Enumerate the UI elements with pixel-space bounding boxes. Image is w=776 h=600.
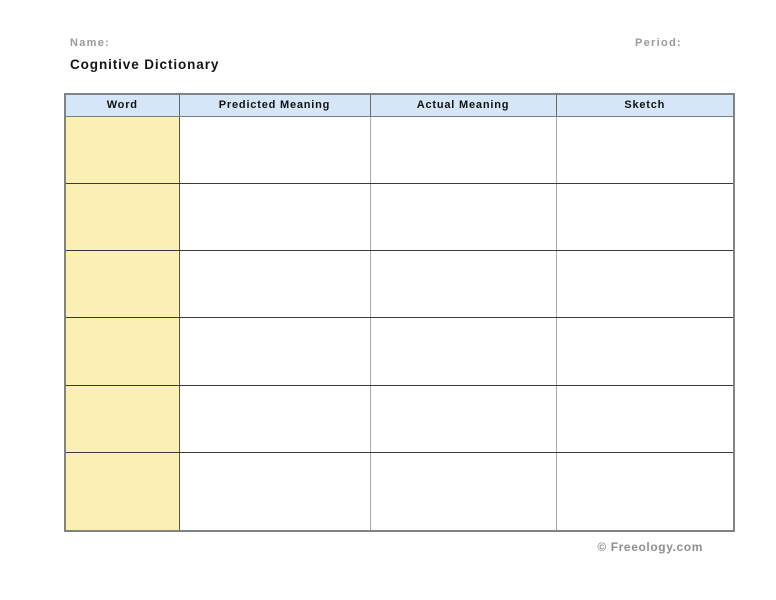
footer-credit: © Freeology.com [597, 540, 703, 554]
actual-meaning-cell [369, 183, 556, 252]
actual-meaning-cell [369, 250, 556, 319]
word-cell [65, 116, 180, 184]
period-label: Period: [635, 37, 682, 49]
name-label: Name: [70, 37, 111, 49]
sketch-cell [555, 183, 734, 252]
table-row [65, 116, 734, 184]
predicted-meaning-cell [178, 452, 370, 532]
actual-meaning-cell [369, 317, 556, 386]
table-body [65, 116, 734, 532]
word-cell [65, 250, 180, 319]
sketch-cell [555, 385, 734, 453]
predicted-meaning-cell [178, 385, 370, 453]
predicted-meaning-cell [178, 116, 370, 184]
sketch-cell [555, 116, 734, 184]
word-cell [65, 452, 180, 532]
word-cell [65, 385, 180, 453]
actual-meaning-cell [369, 116, 556, 184]
table-row [65, 385, 734, 453]
table-row [65, 183, 734, 252]
column-header-sketch: Sketch [555, 94, 734, 117]
sketch-cell [555, 452, 734, 532]
table-row [65, 317, 734, 386]
column-header-predicted-meaning: Predicted Meaning [178, 94, 370, 117]
actual-meaning-cell [369, 452, 556, 532]
word-cell [65, 317, 180, 386]
predicted-meaning-cell [178, 250, 370, 319]
header-row: Word Predicted Meaning Actual Meaning Sk… [65, 94, 734, 117]
table-row [65, 250, 734, 319]
table-header: Word Predicted Meaning Actual Meaning Sk… [65, 94, 734, 117]
word-cell [65, 183, 180, 252]
column-header-word: Word [65, 94, 179, 117]
table-row [65, 452, 734, 532]
sketch-cell [555, 250, 734, 319]
column-header-actual-meaning: Actual Meaning [369, 94, 556, 117]
page-title: Cognitive Dictionary [70, 57, 220, 72]
predicted-meaning-cell [178, 317, 370, 386]
actual-meaning-cell [369, 385, 556, 453]
sketch-cell [555, 317, 734, 386]
predicted-meaning-cell [178, 183, 370, 252]
cognitive-dictionary-table: Word Predicted Meaning Actual Meaning Sk… [64, 93, 735, 532]
